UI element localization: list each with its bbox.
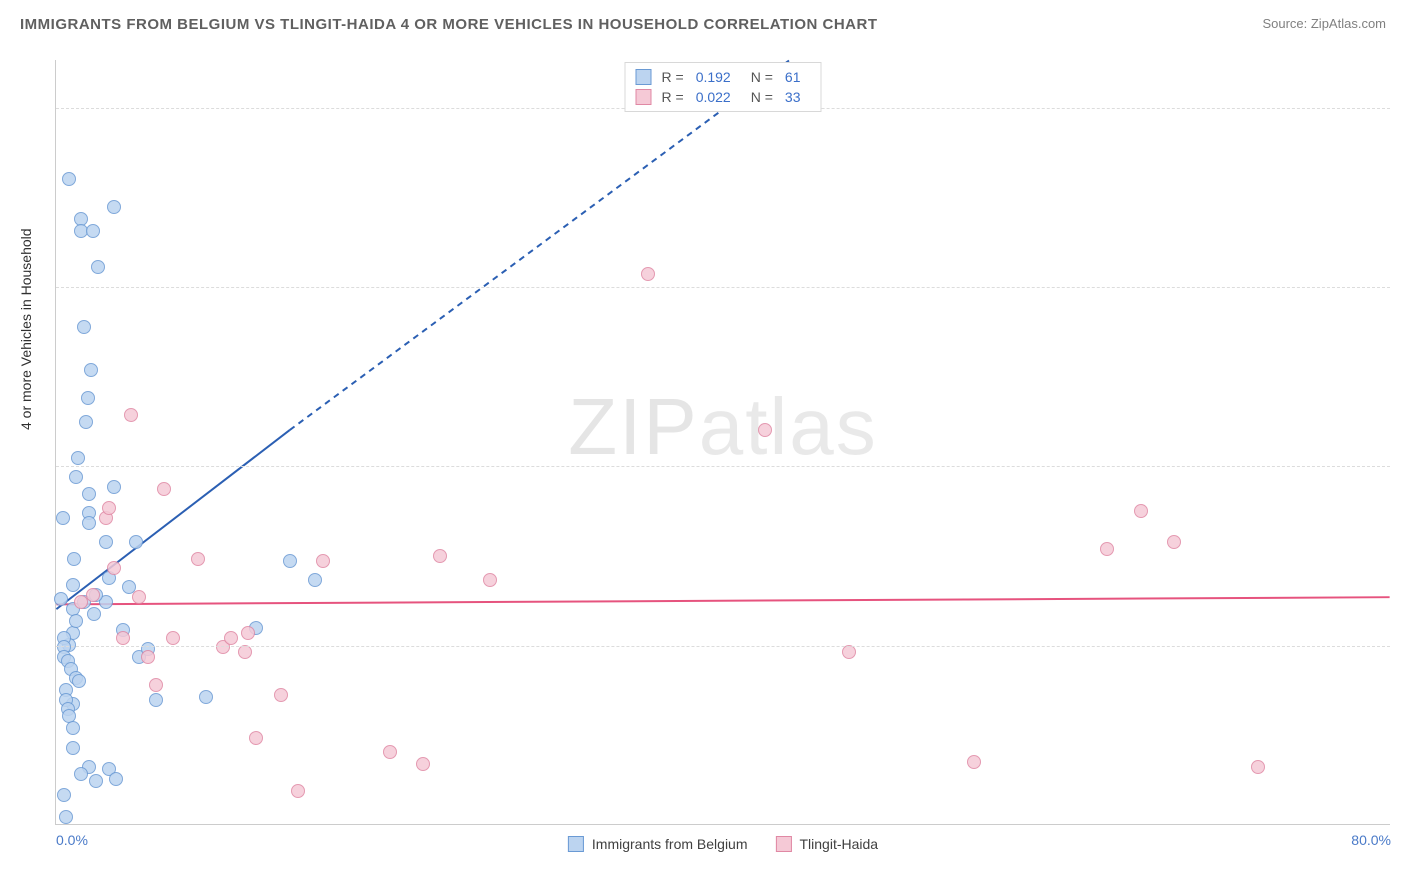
legend-label-0: Immigrants from Belgium	[592, 836, 748, 852]
data-point	[241, 626, 255, 640]
stats-legend: R =0.192 N =61 R =0.022 N =33	[625, 62, 822, 112]
chart-plot-area: ZIPatlas R =0.192 N =61 R =0.022 N =33 7…	[55, 60, 1390, 825]
y-tick-label: 30.0%	[1400, 100, 1406, 116]
data-point	[66, 741, 80, 755]
data-point	[107, 480, 121, 494]
data-point	[87, 607, 101, 621]
data-point	[109, 772, 123, 786]
data-point	[79, 415, 93, 429]
data-point	[842, 645, 856, 659]
data-point	[433, 549, 447, 563]
data-point	[84, 363, 98, 377]
data-point	[157, 482, 171, 496]
data-point	[283, 554, 297, 568]
data-point	[383, 745, 397, 759]
swatch-series-1	[636, 89, 652, 105]
x-tick-label: 0.0%	[56, 832, 88, 848]
series-legend: Immigrants from Belgium Tlingit-Haida	[568, 836, 878, 852]
data-point	[82, 516, 96, 530]
data-point	[129, 535, 143, 549]
data-point	[149, 693, 163, 707]
data-point	[69, 470, 83, 484]
legend-swatch-0	[568, 836, 584, 852]
data-point	[66, 721, 80, 735]
legend-label-1: Tlingit-Haida	[800, 836, 879, 852]
stats-row-series-1: R =0.022 N =33	[636, 87, 811, 107]
data-point	[224, 631, 238, 645]
y-axis-label: 4 or more Vehicles in Household	[18, 228, 34, 430]
gridline	[56, 466, 1390, 467]
data-point	[107, 200, 121, 214]
x-tick-label: 80.0%	[1351, 832, 1391, 848]
data-point	[641, 267, 655, 281]
data-point	[291, 784, 305, 798]
data-point	[77, 320, 91, 334]
data-point	[62, 172, 76, 186]
data-point	[416, 757, 430, 771]
data-point	[274, 688, 288, 702]
data-point	[86, 588, 100, 602]
data-point	[82, 487, 96, 501]
scatter-points	[56, 60, 1390, 824]
data-point	[116, 631, 130, 645]
data-point	[1100, 542, 1114, 556]
chart-source: Source: ZipAtlas.com	[1262, 16, 1386, 31]
swatch-series-0	[636, 69, 652, 85]
legend-swatch-1	[776, 836, 792, 852]
data-point	[72, 674, 86, 688]
data-point	[81, 391, 95, 405]
data-point	[1251, 760, 1265, 774]
data-point	[99, 535, 113, 549]
gridline	[56, 646, 1390, 647]
data-point	[86, 224, 100, 238]
data-point	[199, 690, 213, 704]
data-point	[102, 501, 116, 515]
data-point	[483, 573, 497, 587]
y-tick-label: 22.5%	[1400, 279, 1406, 295]
data-point	[166, 631, 180, 645]
data-point	[71, 451, 85, 465]
legend-item-1: Tlingit-Haida	[776, 836, 879, 852]
data-point	[249, 731, 263, 745]
data-point	[66, 578, 80, 592]
data-point	[238, 645, 252, 659]
data-point	[1167, 535, 1181, 549]
stats-row-series-0: R =0.192 N =61	[636, 67, 811, 87]
chart-title: IMMIGRANTS FROM BELGIUM VS TLINGIT-HAIDA…	[20, 16, 878, 33]
data-point	[967, 755, 981, 769]
data-point	[107, 561, 121, 575]
data-point	[149, 678, 163, 692]
data-point	[91, 260, 105, 274]
data-point	[124, 408, 138, 422]
y-tick-label: 15.0%	[1400, 458, 1406, 474]
data-point	[141, 650, 155, 664]
data-point	[1134, 504, 1148, 518]
data-point	[758, 423, 772, 437]
data-point	[59, 810, 73, 824]
legend-item-0: Immigrants from Belgium	[568, 836, 748, 852]
data-point	[69, 614, 83, 628]
data-point	[57, 788, 71, 802]
data-point	[56, 511, 70, 525]
data-point	[191, 552, 205, 566]
gridline	[56, 287, 1390, 288]
data-point	[316, 554, 330, 568]
data-point	[67, 552, 81, 566]
y-tick-label: 7.5%	[1400, 638, 1406, 654]
data-point	[74, 767, 88, 781]
data-point	[132, 590, 146, 604]
data-point	[89, 774, 103, 788]
data-point	[308, 573, 322, 587]
